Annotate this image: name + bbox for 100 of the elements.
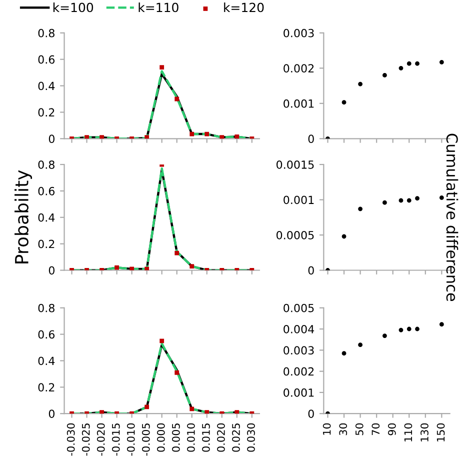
y-tick-label: 0.003	[284, 346, 314, 355]
point	[100, 135, 104, 139]
point	[342, 100, 346, 105]
y-tick-label: 0.8	[38, 304, 54, 312]
point	[358, 342, 362, 348]
point	[70, 411, 74, 414]
point	[144, 404, 150, 410]
y2-axis-title: Cumulative difference	[446, 134, 458, 302]
x-tick-label: 150	[436, 423, 445, 442]
point	[204, 132, 210, 136]
point	[415, 61, 420, 66]
point	[174, 250, 180, 256]
point	[439, 60, 444, 64]
point	[144, 266, 150, 270]
point	[342, 351, 346, 356]
point	[358, 206, 362, 212]
point	[342, 234, 346, 239]
x-tick-label: 0.015	[202, 424, 210, 452]
point	[234, 134, 240, 139]
point	[174, 370, 180, 375]
x-tick-label: 70	[372, 423, 380, 436]
point	[190, 264, 194, 268]
point	[70, 136, 74, 139]
legend-label: k=110	[138, 2, 178, 12]
point	[114, 411, 119, 414]
y-tick-label: 0.001	[284, 196, 314, 204]
point	[406, 198, 412, 203]
x-tick-label: 0.010	[187, 423, 195, 452]
point	[84, 135, 89, 139]
point	[439, 195, 444, 200]
y-tick-label: 0.004	[284, 324, 314, 334]
point	[382, 334, 387, 338]
y-tick-label: 0	[308, 134, 314, 144]
legend-label: k=120	[224, 2, 264, 12]
y-tick-label: 0.001	[284, 388, 314, 397]
point	[382, 200, 387, 205]
y-tick-label: 0.2	[38, 240, 54, 248]
legend-label: k=100	[53, 2, 94, 12]
point	[100, 410, 104, 414]
point	[406, 61, 412, 66]
y-tick-label: 0.8	[38, 28, 54, 38]
point	[326, 136, 330, 139]
point	[398, 328, 404, 332]
point	[160, 65, 164, 70]
point	[114, 136, 119, 139]
point	[398, 66, 404, 70]
y-tick-label: 0.6	[38, 186, 55, 196]
point	[144, 135, 150, 139]
x-tick-label: 0.000	[156, 423, 165, 452]
y-tick-label: 0	[308, 410, 314, 418]
x-tick-label: 0.030	[247, 423, 255, 452]
y-tick-label: 0.002	[284, 64, 314, 73]
y-tick-label: 0.6	[38, 55, 55, 64]
y-tick-label: 0.4	[38, 213, 55, 222]
y-tick-label: 0	[48, 134, 54, 144]
x-tick-label: 0.020	[217, 423, 225, 452]
y-tick-label: 0.0015	[276, 160, 314, 169]
point	[406, 326, 412, 332]
y-tick-label: 0.6	[38, 330, 55, 339]
point	[326, 411, 330, 414]
point	[358, 82, 362, 86]
x-tick-label: -0.025	[82, 424, 90, 456]
x-tick-label: 90	[388, 423, 396, 436]
x-tick-label: 130	[420, 423, 428, 442]
x-tick-label: -0.015	[112, 424, 120, 456]
y-tick-label: 0.2	[38, 383, 54, 392]
y-tick-label: 0.002	[284, 367, 314, 376]
point	[160, 338, 164, 344]
point	[415, 196, 420, 201]
y-tick-label: 0.0005	[276, 230, 314, 240]
y-tick-label: 0.005	[284, 304, 314, 312]
point	[190, 132, 194, 136]
x-tick-label: -0.005	[142, 424, 150, 456]
y-tick-label: 0.001	[284, 99, 314, 108]
y-tick-label: 0.003	[284, 28, 314, 38]
point	[398, 198, 404, 203]
point	[382, 73, 387, 78]
point	[439, 322, 444, 327]
y-tick-label: 0.4	[38, 356, 55, 366]
point	[220, 135, 224, 139]
y-tick-label: 0.8	[38, 160, 54, 169]
y-tick-label: 0	[48, 266, 54, 275]
point	[114, 265, 119, 270]
point	[130, 266, 134, 270]
x-tick-label: 50	[355, 423, 364, 436]
x-tick-label: 0.025	[232, 424, 240, 452]
y-tick-label: 0.4	[38, 82, 55, 90]
point	[84, 411, 89, 414]
y-tick-label: 0	[48, 410, 54, 418]
point	[174, 96, 180, 102]
x-tick-label: 10	[322, 423, 331, 435]
x-tick-label: -0.020	[96, 423, 105, 456]
point	[190, 406, 194, 412]
x-tick-label: -0.010	[126, 423, 135, 456]
x-tick-label: 110	[404, 423, 412, 442]
y-axis-title: Probability	[14, 170, 32, 264]
point	[204, 410, 210, 414]
y-tick-label: 0.2	[38, 108, 54, 117]
point	[234, 410, 240, 414]
x-tick-label: 30	[339, 423, 348, 436]
